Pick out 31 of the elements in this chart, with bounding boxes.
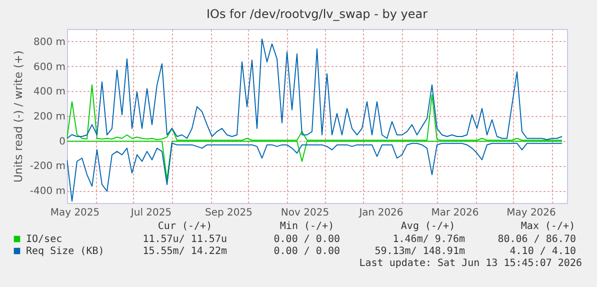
x-tick-label: Mar 2026 [431, 208, 479, 218]
text: 11.57u/ 11.57u [142, 234, 227, 245]
text: 1.46m/ 9.76m [392, 234, 465, 245]
text: 4.10 / 4.10 [510, 246, 576, 257]
text: Cur (-/+) [158, 221, 212, 232]
y-tick-label: 200 m [33, 112, 66, 122]
text: 0.00 / 0.00 [274, 234, 340, 245]
text: 59.13m/ 148.91m [374, 246, 465, 257]
x-tick-label: Jul 2025 [130, 208, 172, 218]
text: 0.00 / 0.00 [274, 246, 340, 257]
y-tick-label: 600 m [33, 62, 66, 73]
y-tick-label: 400 m [33, 86, 66, 98]
x-tick-label: Jan 2026 [358, 208, 404, 218]
y-tick-label: 0 [59, 136, 66, 148]
x-tick-label: Nov 2025 [280, 208, 330, 218]
x-tick-label: Sep 2025 [205, 208, 252, 218]
text: Avg (-/+) [400, 221, 456, 232]
y-axis-title: Units read (-) / write (+) [12, 50, 25, 183]
text: Min (-/+) [280, 221, 334, 232]
legend-label: Req Size (KB) [26, 246, 104, 257]
text: Max (-/+) [520, 221, 576, 232]
text: Last update: Sat Jun 13 15:45:07 2026 [359, 258, 582, 269]
y-tick-label: 800 m [33, 36, 66, 48]
text: 80.06 / 86.70 [498, 234, 576, 245]
legend-label: IO/sec [26, 234, 62, 245]
y-tick-label: -200 m [30, 161, 66, 172]
x-tick-label: May 2025 [50, 208, 100, 218]
chart-title: IOs for /dev/rootvg/lv_swap - by year [206, 7, 428, 21]
y-tick-label: -400 m [30, 186, 66, 198]
text: 15.55m/ 14.22m [142, 246, 227, 257]
x-tick-label: May 2026 [506, 208, 556, 218]
